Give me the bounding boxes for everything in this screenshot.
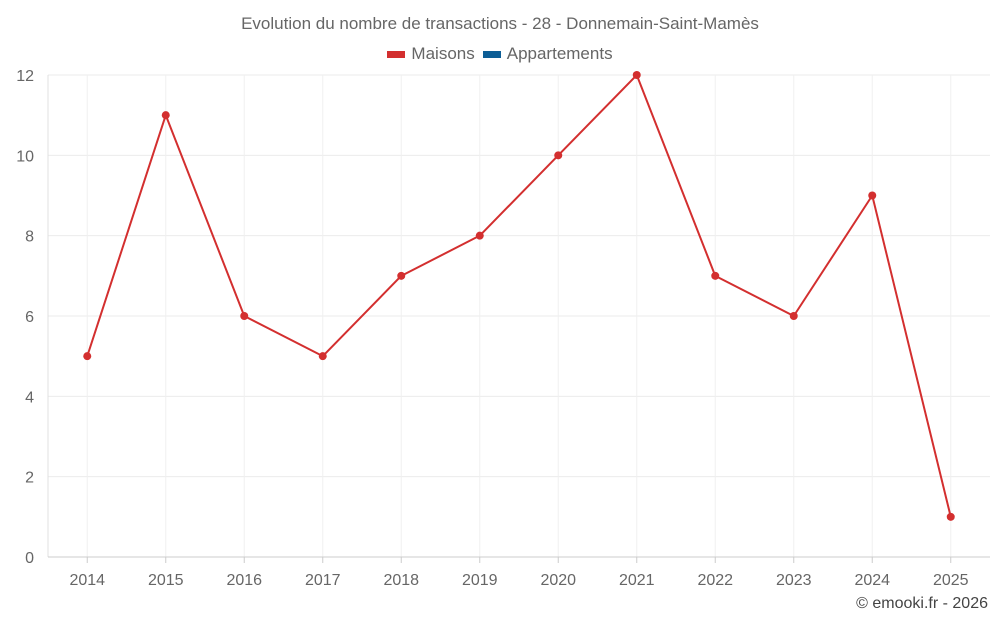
chart-title: Evolution du nombre de transactions - 28… bbox=[241, 14, 759, 33]
legend-swatch-maisons bbox=[387, 50, 406, 58]
data-point-maisons-2020 bbox=[554, 151, 563, 160]
legend-label-maisons: Maisons bbox=[411, 44, 475, 63]
y-tick-label-10: 10 bbox=[16, 148, 34, 165]
x-tick-label-2020: 2020 bbox=[540, 572, 576, 589]
y-tick-label-12: 12 bbox=[16, 68, 34, 85]
data-point-maisons-2022 bbox=[711, 271, 720, 280]
data-point-maisons-2014 bbox=[83, 352, 92, 361]
x-tick-label-2014: 2014 bbox=[69, 572, 105, 589]
x-tick-label-2025: 2025 bbox=[933, 572, 969, 589]
data-point-maisons-2018 bbox=[397, 271, 406, 280]
data-point-maisons-2016 bbox=[240, 312, 249, 320]
x-tick-label-2015: 2015 bbox=[148, 572, 184, 589]
x-tick-label-2022: 2022 bbox=[697, 572, 733, 589]
data-point-maisons-2021 bbox=[632, 71, 641, 79]
data-point-maisons-2023 bbox=[789, 312, 798, 320]
data-point-maisons-2024 bbox=[868, 191, 877, 200]
y-tick-label-6: 6 bbox=[25, 309, 34, 326]
x-tick-label-2016: 2016 bbox=[226, 572, 262, 589]
chart-legend: Maisons Appartements bbox=[0, 44, 1000, 64]
y-tick-label-2: 2 bbox=[25, 470, 34, 487]
x-tick-label-2023: 2023 bbox=[776, 572, 812, 589]
x-tick-label-2024: 2024 bbox=[854, 572, 890, 589]
legend-label-appartements: Appartements bbox=[506, 44, 613, 63]
legend-item-appartements[interactable]: Appartements bbox=[482, 44, 613, 64]
legend-item-maisons[interactable]: Maisons bbox=[387, 44, 475, 64]
legend-swatch-appartements bbox=[482, 50, 501, 58]
x-tick-label-2018: 2018 bbox=[383, 572, 419, 589]
data-point-maisons-2025 bbox=[946, 512, 955, 521]
x-tick-label-2019: 2019 bbox=[462, 572, 498, 589]
x-tick-label-2021: 2021 bbox=[619, 572, 655, 589]
x-tick-label-2017: 2017 bbox=[305, 572, 341, 589]
credit-text: © emooki.fr - 2026 bbox=[856, 595, 988, 612]
y-tick-label-4: 4 bbox=[25, 389, 34, 406]
data-point-maisons-2019 bbox=[475, 231, 484, 240]
series-line-maisons bbox=[86, 74, 952, 518]
y-tick-label-8: 8 bbox=[25, 229, 34, 246]
data-point-maisons-2015 bbox=[161, 111, 170, 120]
data-point-maisons-2017 bbox=[318, 352, 327, 361]
y-tick-label-0: 0 bbox=[25, 550, 34, 567]
